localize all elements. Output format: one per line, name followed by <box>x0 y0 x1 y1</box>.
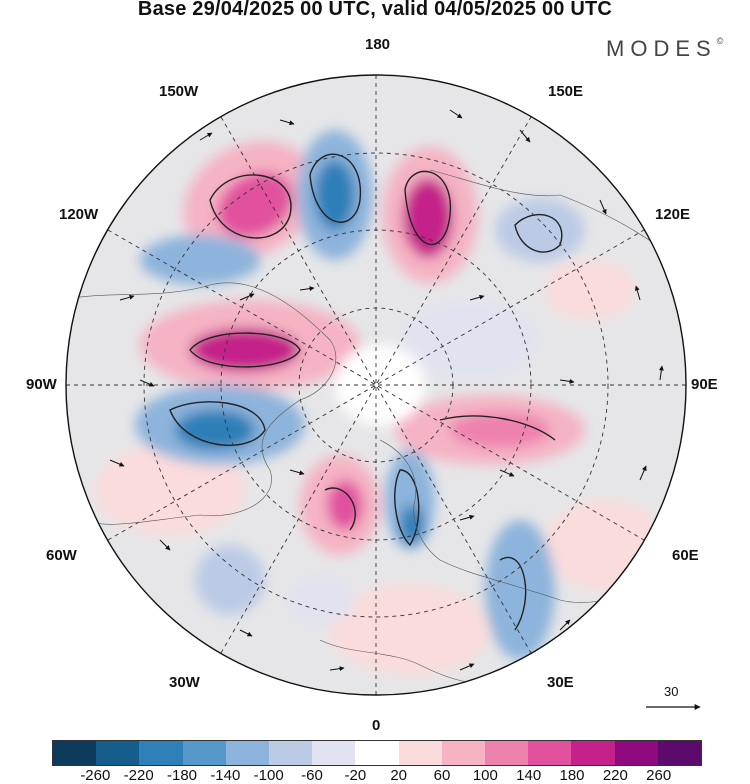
colorbar-segment <box>441 741 486 765</box>
colorbar-tick-label: -220 <box>123 767 154 784</box>
brand-name: MODES <box>606 36 717 61</box>
colorbar-tick-label: 180 <box>559 767 585 784</box>
colorbar-tick-label: 60 <box>433 767 451 784</box>
colorbar-tick-label: -140 <box>210 767 241 784</box>
colorbar-segment <box>571 741 615 765</box>
label-90e: 90E <box>691 376 718 393</box>
label-150e: 150E <box>548 83 584 100</box>
colorbar-segment <box>485 741 529 765</box>
colorbar-tick-label: 100 <box>472 767 498 784</box>
colorbar-tick-label: 260 <box>646 767 672 784</box>
colorbar-tick-label: 140 <box>516 767 542 784</box>
colorbar-ticks: -260 -220 -180 -140 -100 -60 -20 20 60 100 140 180 2… <box>52 767 702 784</box>
label-0: 0 <box>372 717 381 734</box>
label-180: 180 <box>365 36 391 53</box>
map-boundary <box>65 74 687 696</box>
label-120e: 120E <box>655 206 691 223</box>
colorbar-tick-label: 220 <box>602 767 628 784</box>
colorbar-tick-label: -60 <box>301 767 323 784</box>
colorbar-tick-label: -180 <box>166 767 198 784</box>
colorbar-segment <box>225 741 270 765</box>
label-30e: 30E <box>547 674 574 691</box>
colorbar-segment <box>528 741 572 765</box>
colorbar-tick-label: 20 <box>390 767 407 784</box>
colorbar <box>52 740 702 766</box>
colorbar-segment <box>182 741 226 765</box>
colorbar-segment <box>355 741 399 765</box>
colorbar-segment <box>96 741 140 765</box>
colorbar-segment <box>398 741 442 765</box>
graticule <box>66 75 686 695</box>
colorbar-segment <box>139 741 183 765</box>
colorbar-segment <box>657 741 702 765</box>
label-90w: 90W <box>26 376 57 393</box>
vector-scale-label: 30 <box>664 684 679 699</box>
polar-map <box>65 74 701 710</box>
brand-logo: MODES© <box>606 36 723 62</box>
copyright-mark: © <box>716 36 724 46</box>
colorbar-segment <box>53 741 97 765</box>
label-150w: 150W <box>159 83 199 100</box>
colorbar-tick-label: -20 <box>344 767 367 784</box>
label-120w: 120W <box>59 206 99 223</box>
label-30w: 30W <box>169 674 200 691</box>
colorbar-segment <box>269 741 313 765</box>
anomaly-field <box>66 75 686 695</box>
colorbar-segment <box>614 741 658 765</box>
map-title: Base 29/04/2025 00 UTC, valid 04/05/2025… <box>137 0 613 20</box>
colorbar-tick-label: -260 <box>80 767 111 784</box>
colorbar-tick-label: -100 <box>253 767 284 784</box>
label-60e: 60E <box>672 547 699 564</box>
colorbar-segment <box>312 741 356 765</box>
label-60w: 60W <box>46 547 77 564</box>
